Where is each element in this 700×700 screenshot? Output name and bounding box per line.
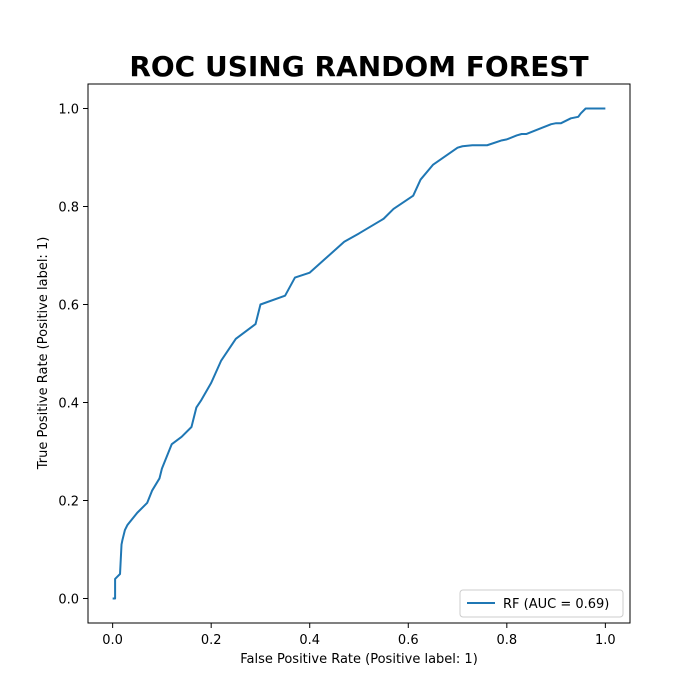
plot-area-frame	[87, 83, 631, 624]
series-line-rf	[112, 107, 606, 600]
x-axis-label: False Positive Rate (Positive label: 1)	[240, 652, 478, 667]
y-tick-label: 0.6	[58, 299, 79, 314]
x-axis-ticks: 0.0 0.2 0.4 0.6 0.8 1.0	[102, 623, 616, 648]
x-tick-label: 0.4	[299, 633, 320, 648]
y-axis-ticks: 0.0 0.2 0.4 0.6 0.8 1.0	[58, 103, 88, 608]
y-tick-label: 1.0	[58, 103, 79, 118]
y-tick-label: 0.0	[58, 593, 79, 608]
legend: RF (AUC = 0.69)	[459, 589, 624, 618]
x-tick-label: 1.0	[595, 633, 616, 648]
y-axis-label: True Positive Rate (Positive label: 1)	[36, 237, 51, 471]
x-tick-label: 0.6	[398, 633, 419, 648]
x-tick-label: 0.2	[201, 633, 222, 648]
series-layer	[112, 107, 606, 600]
chart-title: ROC USING RANDOM FOREST	[129, 50, 588, 83]
legend-box	[459, 589, 624, 618]
x-tick-label: 0.0	[102, 633, 123, 648]
x-tick-label: 0.8	[496, 633, 517, 648]
legend-label: RF (AUC = 0.69)	[503, 597, 609, 612]
y-tick-label: 0.4	[58, 397, 79, 412]
y-tick-label: 0.2	[58, 495, 79, 510]
y-tick-label: 0.8	[58, 201, 79, 216]
